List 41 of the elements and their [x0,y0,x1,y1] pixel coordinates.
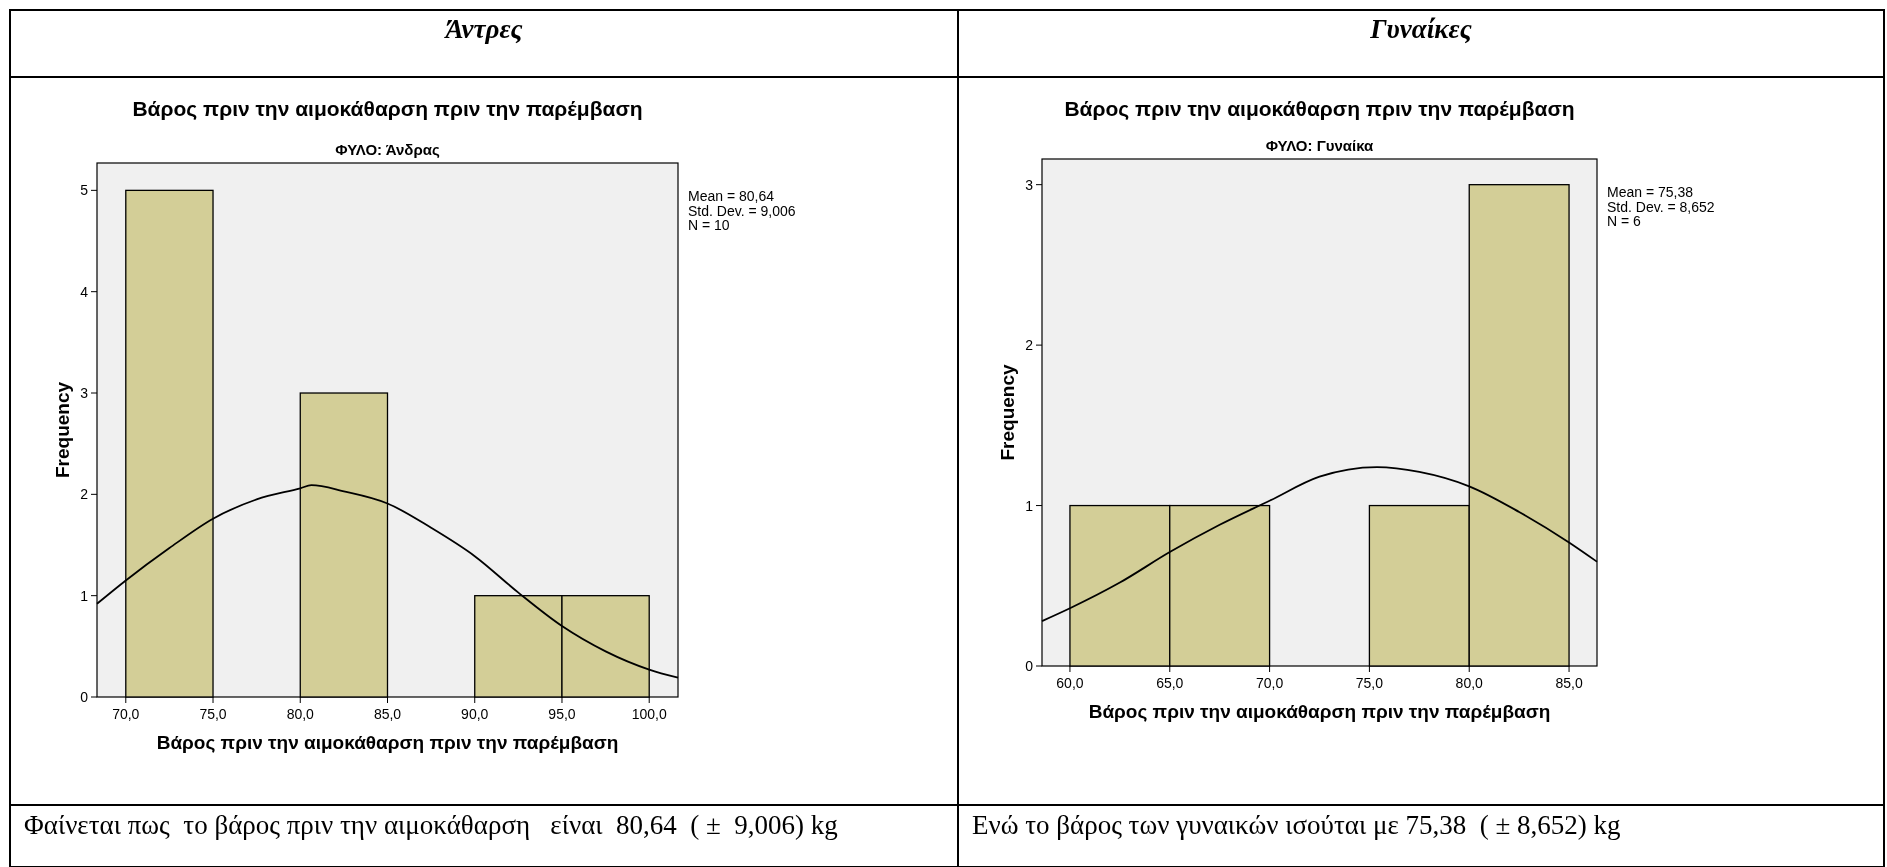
text: Std. Dev. = 8,652 [1607,198,1715,215]
x-tick-label: 65,0 [1156,675,1184,691]
y-tick-label: 2 [1025,337,1034,354]
x-tick-label: 85,0 [1555,675,1583,691]
x-tick-label: 95,0 [548,706,576,722]
y-tick-label: 1 [80,587,89,604]
x-axis-title: Βάρος πριν την αιμοκάθαρση πριν την παρέμβαση [1088,701,1551,722]
x-tick-label: 90,0 [461,706,489,722]
x-tick-label: 100,0 [631,706,667,722]
x-tick-label: 80,0 [1455,675,1484,691]
text: Mean = 75,38 [1607,184,1694,200]
chart-title: Βάρος πριν την αιμοκάθαρση πριν την παρέμβαση [132,97,643,121]
text: N = 6 [1607,213,1642,229]
text: Ενώ το βάρος των γυναικών ισούται με 75,38 ( ± 8,652) kg [972,810,1621,840]
x-tick-label: 70,0 [112,706,140,722]
x-tick-label: 80,0 [286,706,315,722]
chart-subtitle: ΦΥΛΟ: Άνδρας [335,141,440,158]
text: Std. Dev. = 9,006 [688,202,796,219]
text: Γυναίκες [1369,14,1472,44]
x-tick-label: 75,0 [1355,675,1384,691]
y-tick-label: 0 [80,689,89,705]
x-tick-label: 85,0 [373,706,402,722]
y-tick-label: 1 [1025,497,1034,514]
x-axis-title: Βάρος πριν την αιμοκάθαρση πριν την παρέμβαση [156,732,619,753]
text: Άντρες [443,14,523,44]
x-tick-label: 60,0 [1056,675,1084,691]
chart-subtitle: ΦΥΛΟ: Γυναίκα [1265,137,1375,154]
y-tick-label: 3 [80,385,89,402]
y-axis-title: Frequency [997,364,1018,461]
x-tick-label: 75,0 [199,706,227,722]
y-tick-label: 3 [1025,176,1034,193]
text: Φαίνεται πως το βάρος πριν την αιμοκάθαρση είναι 80,64 ( ± 9,006) kg [24,810,838,840]
text: Mean = 80,64 [688,188,775,204]
y-tick-label: 5 [80,182,89,199]
y-axis-title: Frequency [52,381,73,479]
x-tick-label: 70,0 [1255,675,1284,691]
text: N = 10 [688,217,730,233]
y-tick-label: 2 [80,486,89,503]
y-tick-label: 0 [1025,658,1034,674]
y-tick-label: 4 [80,283,89,300]
chart-title: Βάρος πριν την αιμοκάθαρση πριν την παρέμβαση [1064,97,1575,121]
